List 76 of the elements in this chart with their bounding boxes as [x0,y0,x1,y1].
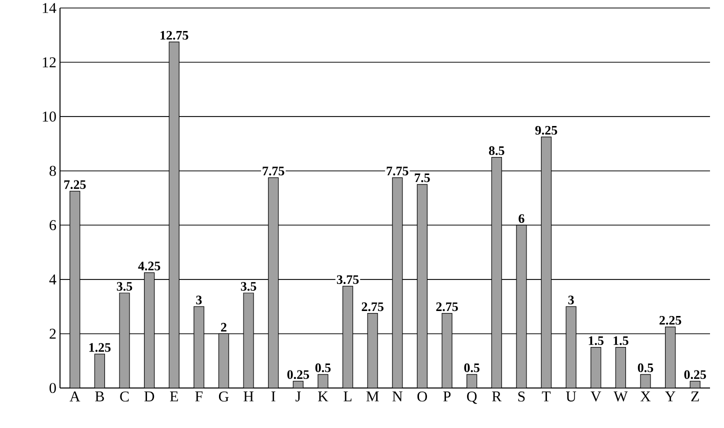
data-label: 2.75 [362,302,384,312]
data-label: 2 [221,322,226,332]
bar [268,177,279,388]
bar [516,224,527,388]
bar [392,177,403,388]
bar [70,190,80,388]
bar [491,156,502,388]
data-label: 3 [568,296,574,304]
data-label: 0.25 [684,370,706,380]
x-tick-label: X [640,392,651,402]
x-tick-label: F [195,392,203,402]
data-label: 2.25 [660,316,682,325]
x-tick-label: Z [691,392,699,402]
bar [342,286,354,388]
x-tick-label: N [392,392,402,402]
bar [367,313,378,388]
x-tick-label: Q [467,392,477,404]
data-label: 7.75 [386,166,408,176]
data-label: 6 [518,214,524,223]
data-label: 1.25 [89,343,111,352]
x-tick-label: O [417,392,427,402]
data-label: 0.5 [638,363,654,372]
x-tick-label: W [614,392,628,402]
bar [94,354,105,388]
data-label: 0.5 [464,363,480,372]
data-label: 7.75 [262,166,284,176]
x-tick-label: G [218,392,229,402]
x-tick-label: B [95,392,104,402]
data-label: 4.25 [138,262,160,270]
bar [540,136,552,388]
x-tick-label: T [542,392,551,402]
x-tick-label: H [244,392,254,402]
data-label: 3 [196,296,202,304]
y-tick-label: 10 [42,112,56,122]
bar [416,184,428,388]
x-tick-label: U [566,392,576,402]
data-label: 3.5 [240,282,256,291]
data-label: 3.5 [116,282,132,291]
data-label: 1.5 [614,336,628,346]
data-label: 0.25 [287,370,310,380]
bar [168,42,180,388]
data-label: 7.25 [64,180,86,190]
x-tick-label: L [344,392,352,402]
x-tick-label: K [318,392,328,402]
data-label: 1.5 [588,336,604,346]
x-tick-label: E [170,392,178,402]
y-tick-label: 14 [42,3,56,13]
x-tick-label: I [271,392,276,402]
x-tick-label: V [590,392,602,402]
x-tick-label: J [296,392,301,402]
y-tick-label: 6 [50,220,56,230]
bar [144,272,155,388]
data-label: 9.25 [535,126,558,135]
data-label: 12.75 [160,30,188,40]
x-tick-label: P [443,392,451,402]
data-label: 3.75 [336,275,359,284]
bar [665,326,676,388]
x-tick-label: S [518,392,525,402]
data-label: 8.5 [488,146,504,156]
y-tick-label: 12 [42,57,56,68]
x-tick-label: A [70,392,80,402]
bar [615,346,626,388]
bar [590,346,602,388]
y-tick-label: 0 [50,382,56,394]
x-tick-label: R [492,392,502,402]
data-label: 7.5 [414,174,430,182]
y-tick-label: 4 [49,274,56,284]
x-tick-label: Y [665,392,676,402]
y-tick-label: 2 [50,328,56,339]
bar [218,333,230,388]
data-label: 0.5 [315,363,331,372]
x-tick-label: D [144,392,154,402]
x-tick-label: C [120,392,129,402]
y-tick-label: 8 [50,166,56,176]
data-label: 2.75 [436,302,458,312]
x-tick-label: M [366,392,379,402]
